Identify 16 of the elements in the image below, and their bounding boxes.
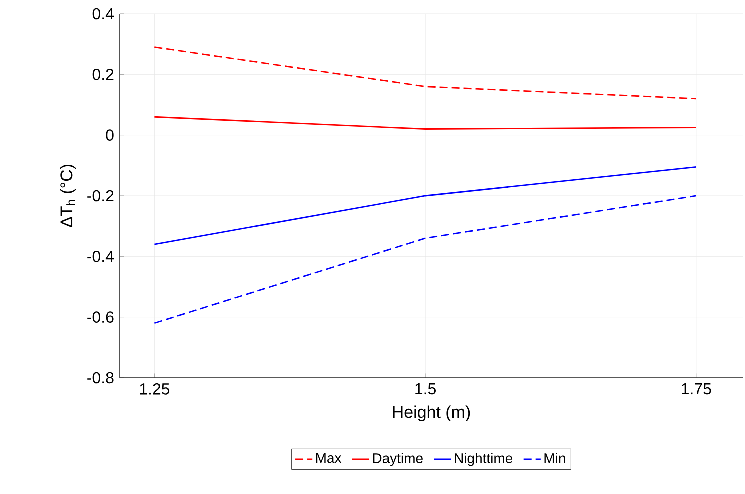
x-tick-label: 1.5	[416, 384, 436, 395]
legend-label: Nighttime	[455, 453, 513, 466]
x-tick-label: 1.25	[140, 384, 170, 395]
y-tick-label: 0	[106, 130, 114, 141]
x-axis-title: Height (m)	[393, 406, 470, 422]
legend-label: Max	[316, 453, 342, 464]
legend-label: Daytime	[373, 453, 423, 466]
x-tick-label: 1.75	[682, 384, 712, 395]
y-tick-label: 0.2	[92, 69, 114, 80]
y-tick-label: -0.8	[88, 372, 114, 384]
y-tick-label: -0.2	[88, 190, 114, 202]
legend-label: Min	[544, 453, 566, 464]
y-tick-label: 0.4	[92, 8, 114, 20]
y-axis-title: ΔT$_{h}$ (°C)	[60, 165, 76, 228]
y-tick-label: -0.4	[88, 251, 114, 262]
y-tick-label: -0.6	[88, 312, 114, 323]
